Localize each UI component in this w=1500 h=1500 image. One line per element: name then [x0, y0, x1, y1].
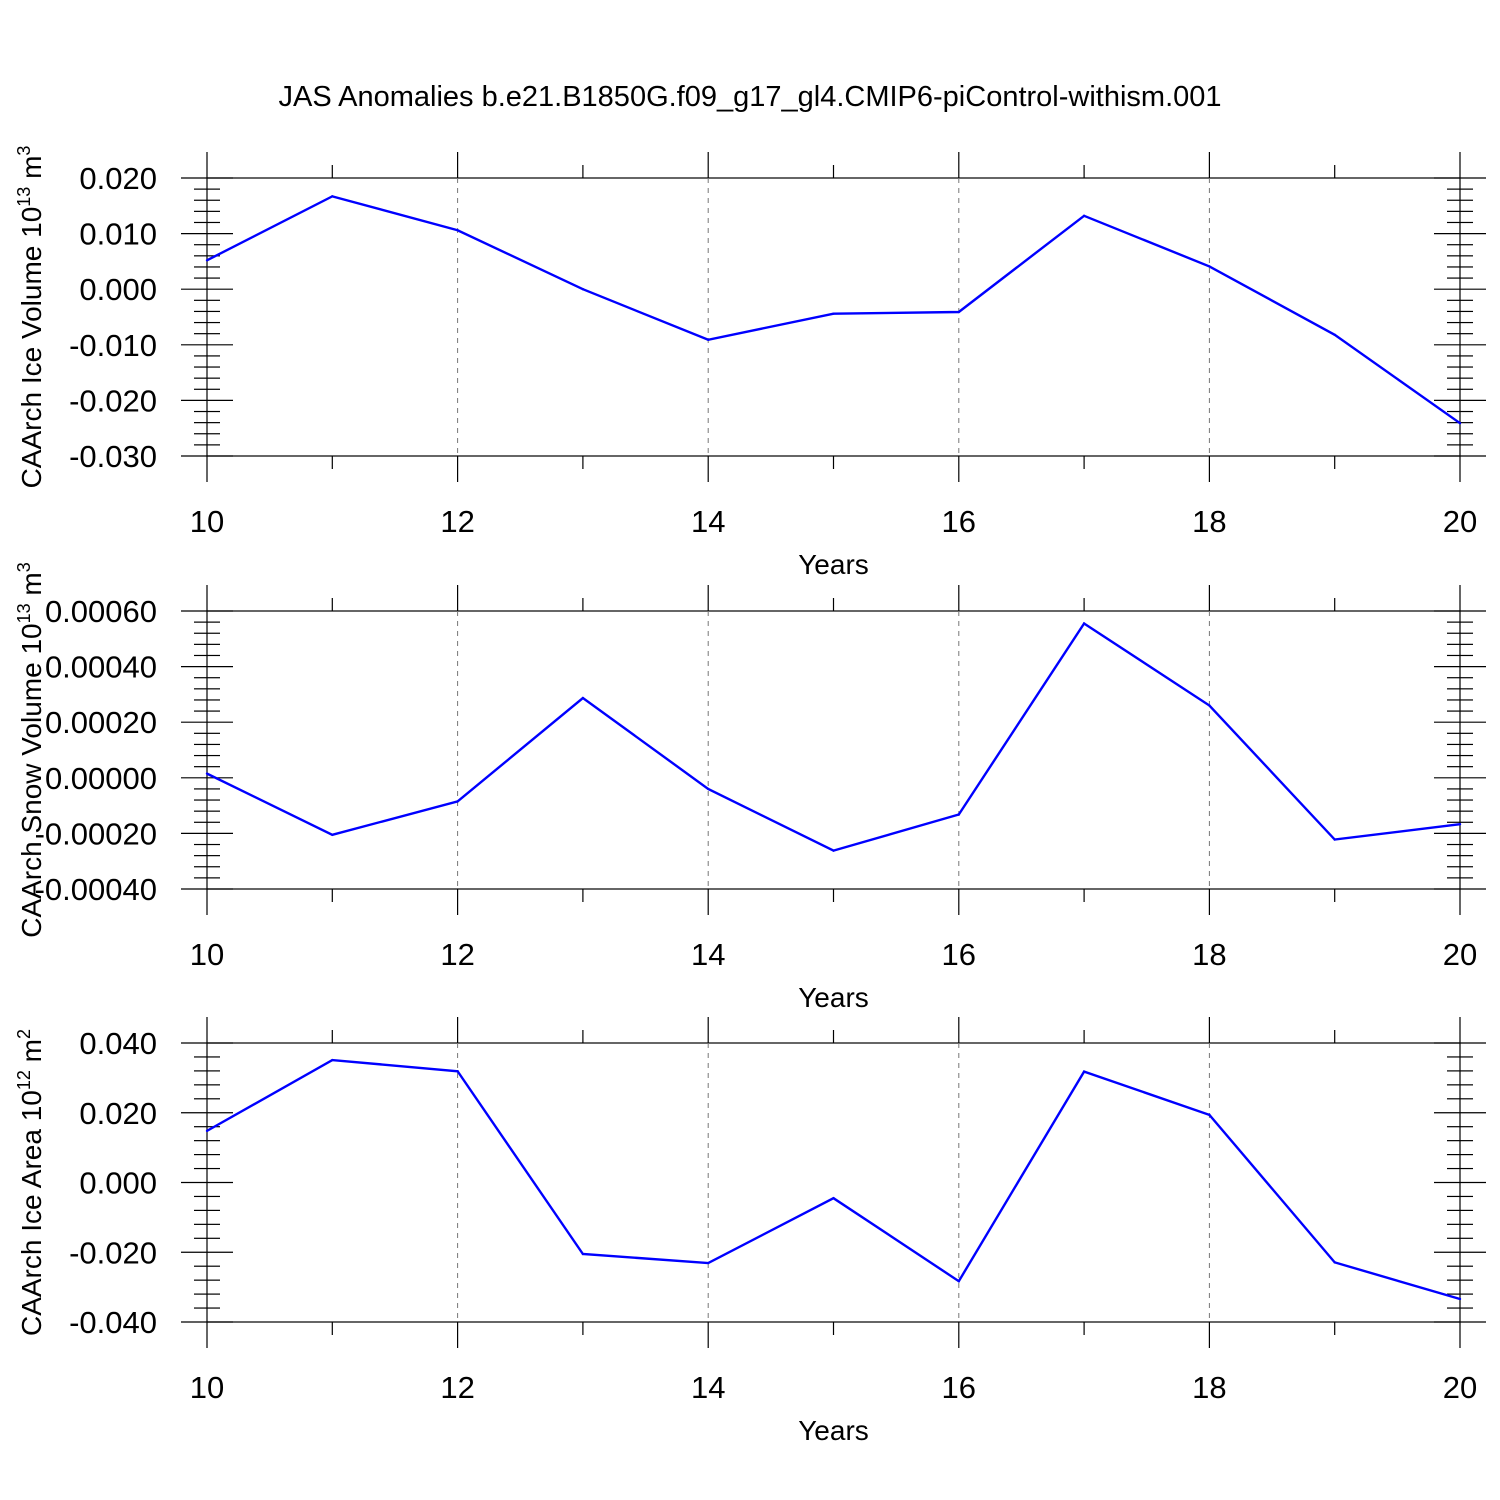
data-point: [331, 833, 334, 836]
x-tick-label: 16: [942, 937, 976, 972]
plot-frame: [206, 610, 1461, 890]
x-tick-label: 18: [1192, 504, 1226, 539]
y-axis-label-unit: m: [16, 572, 47, 603]
x-tick-label: 20: [1443, 937, 1477, 972]
y-tick-label: 0.00000: [45, 761, 157, 796]
x-tick-label: 12: [440, 1370, 474, 1405]
y-tick-label: 0.000: [79, 1166, 157, 1201]
y-tick-label: 0.00060: [45, 594, 157, 629]
x-tick-label: 16: [942, 504, 976, 539]
y-axis-label-unit: m: [16, 156, 47, 187]
x-tick-label: 14: [691, 504, 725, 539]
data-point: [832, 1196, 835, 1200]
x-tick-label: 16: [942, 1370, 976, 1405]
y-tick-label: 0.010: [79, 217, 157, 252]
x-tick-label: 12: [440, 937, 474, 972]
data-point: [581, 696, 585, 700]
series-line: [206, 195, 1461, 425]
data-point: [205, 1129, 209, 1133]
y-axis-label-unit-sup: 3: [14, 146, 34, 156]
x-tick-label: 20: [1443, 1370, 1477, 1405]
y-axis-label-text: CAArch Ice Area 10: [16, 1090, 47, 1336]
series-line: [206, 1058, 1461, 1301]
x-axis-label: Years: [798, 982, 869, 1013]
data-point: [1208, 704, 1211, 707]
figure-title: JAS Anomalies b.e21.B1850G.f09_g17_gl4.C…: [278, 81, 1221, 113]
chart-panel-2: 10 12 14 16 18 20 Years 0.00060 0.00040 0.00020 0.…: [14, 562, 1486, 1013]
data-point: [331, 1058, 334, 1062]
data-point: [1082, 214, 1086, 218]
data-point: [1458, 421, 1462, 425]
data-point: [331, 195, 334, 198]
y-axis-label-sup: 13: [14, 187, 34, 207]
y-tick-label: 0.040: [79, 1026, 157, 1061]
y-tick-label: -0.010: [69, 328, 157, 363]
x-tick-label: 18: [1192, 937, 1226, 972]
data-point: [581, 1252, 585, 1256]
y-axis-label-unit-sup: 3: [14, 562, 34, 572]
x-tick-label: 14: [691, 937, 725, 972]
data-point: [832, 312, 835, 315]
y-tick-label: -0.040: [69, 1305, 157, 1340]
y-tick-label: 0.00040: [45, 650, 157, 685]
y-axis-label-sup: 12: [14, 1070, 34, 1090]
data-point: [957, 1279, 960, 1283]
y-axis-label-unit: m: [16, 1039, 47, 1070]
data-point: [456, 229, 459, 232]
x-tick-label: 18: [1192, 1370, 1226, 1405]
x-tick-label: 14: [691, 1370, 725, 1405]
data-point: [581, 288, 585, 291]
y-axis-label: CAArch Ice Volume 1013 m3: [14, 146, 47, 489]
data-point: [1333, 838, 1336, 841]
x-axis-label: Years: [798, 1415, 869, 1446]
y-axis-label-text: CAArch Ice Volume 10: [16, 207, 47, 489]
y-tick-label: -0.00020: [35, 816, 157, 851]
data-point: [707, 787, 710, 791]
chart-panel-3: 10 12 14 16 18 20 Years 0.040 0.020 0.000 -0.020 -0…: [14, 1017, 1486, 1446]
data-point: [205, 259, 209, 262]
y-axis-label-unit-sup: 2: [14, 1029, 34, 1039]
y-axis-label-text: CAArch Snow Volume 10: [16, 623, 47, 937]
data-point: [456, 1070, 459, 1073]
data-point: [1333, 1261, 1336, 1264]
x-tick-label: 10: [190, 937, 224, 972]
y-axis-label: CAArch Snow Volume 1013 m3: [14, 562, 47, 938]
data-point: [1458, 1297, 1462, 1301]
x-tick-label: 12: [440, 504, 474, 539]
y-tick-label: -0.020: [69, 383, 157, 418]
data-point: [1208, 265, 1211, 268]
y-tick-label: -0.00040: [35, 872, 157, 907]
y-tick-label: -0.030: [69, 439, 157, 474]
chart-panel-1: 10 12 14 16 18 20 Years 0.020 0.010 0.000 -0.010 -0…: [14, 146, 1486, 580]
data-point: [957, 310, 960, 314]
plot-frame: [206, 1042, 1461, 1323]
data-point: [1333, 333, 1336, 336]
data-point: [1082, 1070, 1086, 1073]
y-tick-label: 0.020: [79, 161, 157, 196]
y-tick-label: 0.000: [79, 272, 157, 307]
y-axis-label-sup: 13: [14, 603, 34, 623]
data-point: [832, 849, 835, 852]
y-tick-label: 0.020: [79, 1096, 157, 1131]
data-point: [707, 1261, 710, 1265]
panels: 10 12 14 16 18 20 Years 0.020 0.010 0.000 -0.010 -0…: [14, 146, 1486, 1446]
plot-frame: [206, 177, 1461, 457]
y-tick-label: -0.020: [69, 1235, 157, 1270]
x-tick-label: 10: [190, 1370, 224, 1405]
data-point: [1458, 823, 1462, 826]
x-axis-label: Years: [798, 549, 869, 580]
x-tick-label: 20: [1443, 504, 1477, 539]
data-point: [957, 813, 960, 816]
data-point: [1208, 1113, 1211, 1117]
data-point: [707, 338, 710, 341]
y-tick-label: 0.00020: [45, 705, 157, 740]
y-axis-label: CAArch Ice Area 1012 m2: [14, 1029, 47, 1336]
data-point: [1082, 622, 1086, 625]
data-point: [205, 772, 209, 775]
data-point: [456, 800, 459, 803]
x-tick-label: 10: [190, 504, 224, 539]
series-line: [206, 621, 1461, 852]
